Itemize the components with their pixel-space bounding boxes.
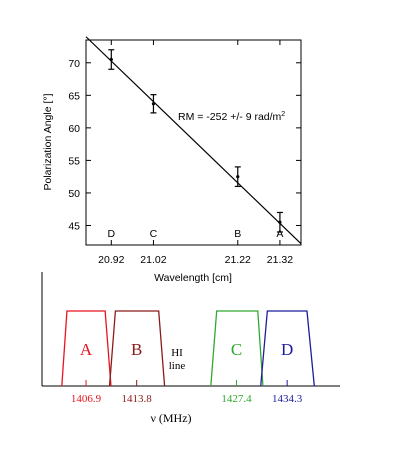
band-d bbox=[260, 310, 315, 387]
x-tick-label: 21.32 bbox=[267, 254, 293, 266]
x-tick-label: 21.02 bbox=[140, 254, 166, 266]
band-frequency-b: 1413.8 bbox=[122, 393, 153, 405]
data-point-b bbox=[236, 175, 240, 179]
y-tick-label: 65 bbox=[68, 90, 80, 102]
band-label-c: C bbox=[231, 340, 242, 359]
band-label-d: D bbox=[281, 340, 293, 359]
fit-line bbox=[85, 36, 302, 245]
y-tick-label: 60 bbox=[68, 123, 80, 135]
plot-frame bbox=[85, 39, 302, 246]
data-point-d bbox=[109, 57, 113, 62]
frequency-band-diagram: A 1406.9 B 1413.8 C 1427.4 D 1434.3 HI line ν (… bbox=[41, 272, 340, 425]
data-point-a bbox=[278, 220, 282, 224]
band-label-b: B bbox=[131, 340, 142, 359]
band-frequency-c: 1427.4 bbox=[221, 393, 252, 405]
point-label-a: A bbox=[276, 228, 283, 240]
band-a bbox=[61, 310, 112, 387]
y-axis-label: Polarization Angle [°] bbox=[42, 93, 54, 190]
y-tick-label: 50 bbox=[68, 188, 80, 200]
y-tick-label: 55 bbox=[68, 155, 80, 167]
x-tick-label: 21.22 bbox=[225, 254, 251, 266]
y-tick-label: 45 bbox=[68, 220, 80, 232]
hi-line-label-2: line bbox=[169, 360, 186, 372]
x-tick-label: 20.92 bbox=[98, 254, 124, 266]
rm-scatter-chart: 45 50 55 60 65 70 20.92 21.02 21.22 21.32 D C B A R… bbox=[42, 36, 302, 284]
band-frequency-a: 1406.9 bbox=[71, 393, 102, 405]
band-c bbox=[210, 310, 264, 387]
y-tick-label: 70 bbox=[68, 58, 80, 70]
diagram-x-axis-label: ν (MHz) bbox=[150, 411, 191, 425]
point-label-d: D bbox=[107, 228, 115, 240]
band-frequency-d: 1434.3 bbox=[272, 393, 303, 405]
band-b bbox=[108, 310, 166, 387]
x-axis-label: Wavelength [cm] bbox=[154, 272, 232, 284]
point-label-c: C bbox=[150, 228, 158, 240]
point-label-b: B bbox=[234, 228, 241, 240]
rm-annotation: RM = -252 +/- 9 rad/m2 bbox=[178, 111, 285, 123]
hi-line-label-1: HI bbox=[171, 347, 183, 359]
band-label-a: A bbox=[80, 340, 93, 359]
data-point-c bbox=[151, 102, 156, 106]
